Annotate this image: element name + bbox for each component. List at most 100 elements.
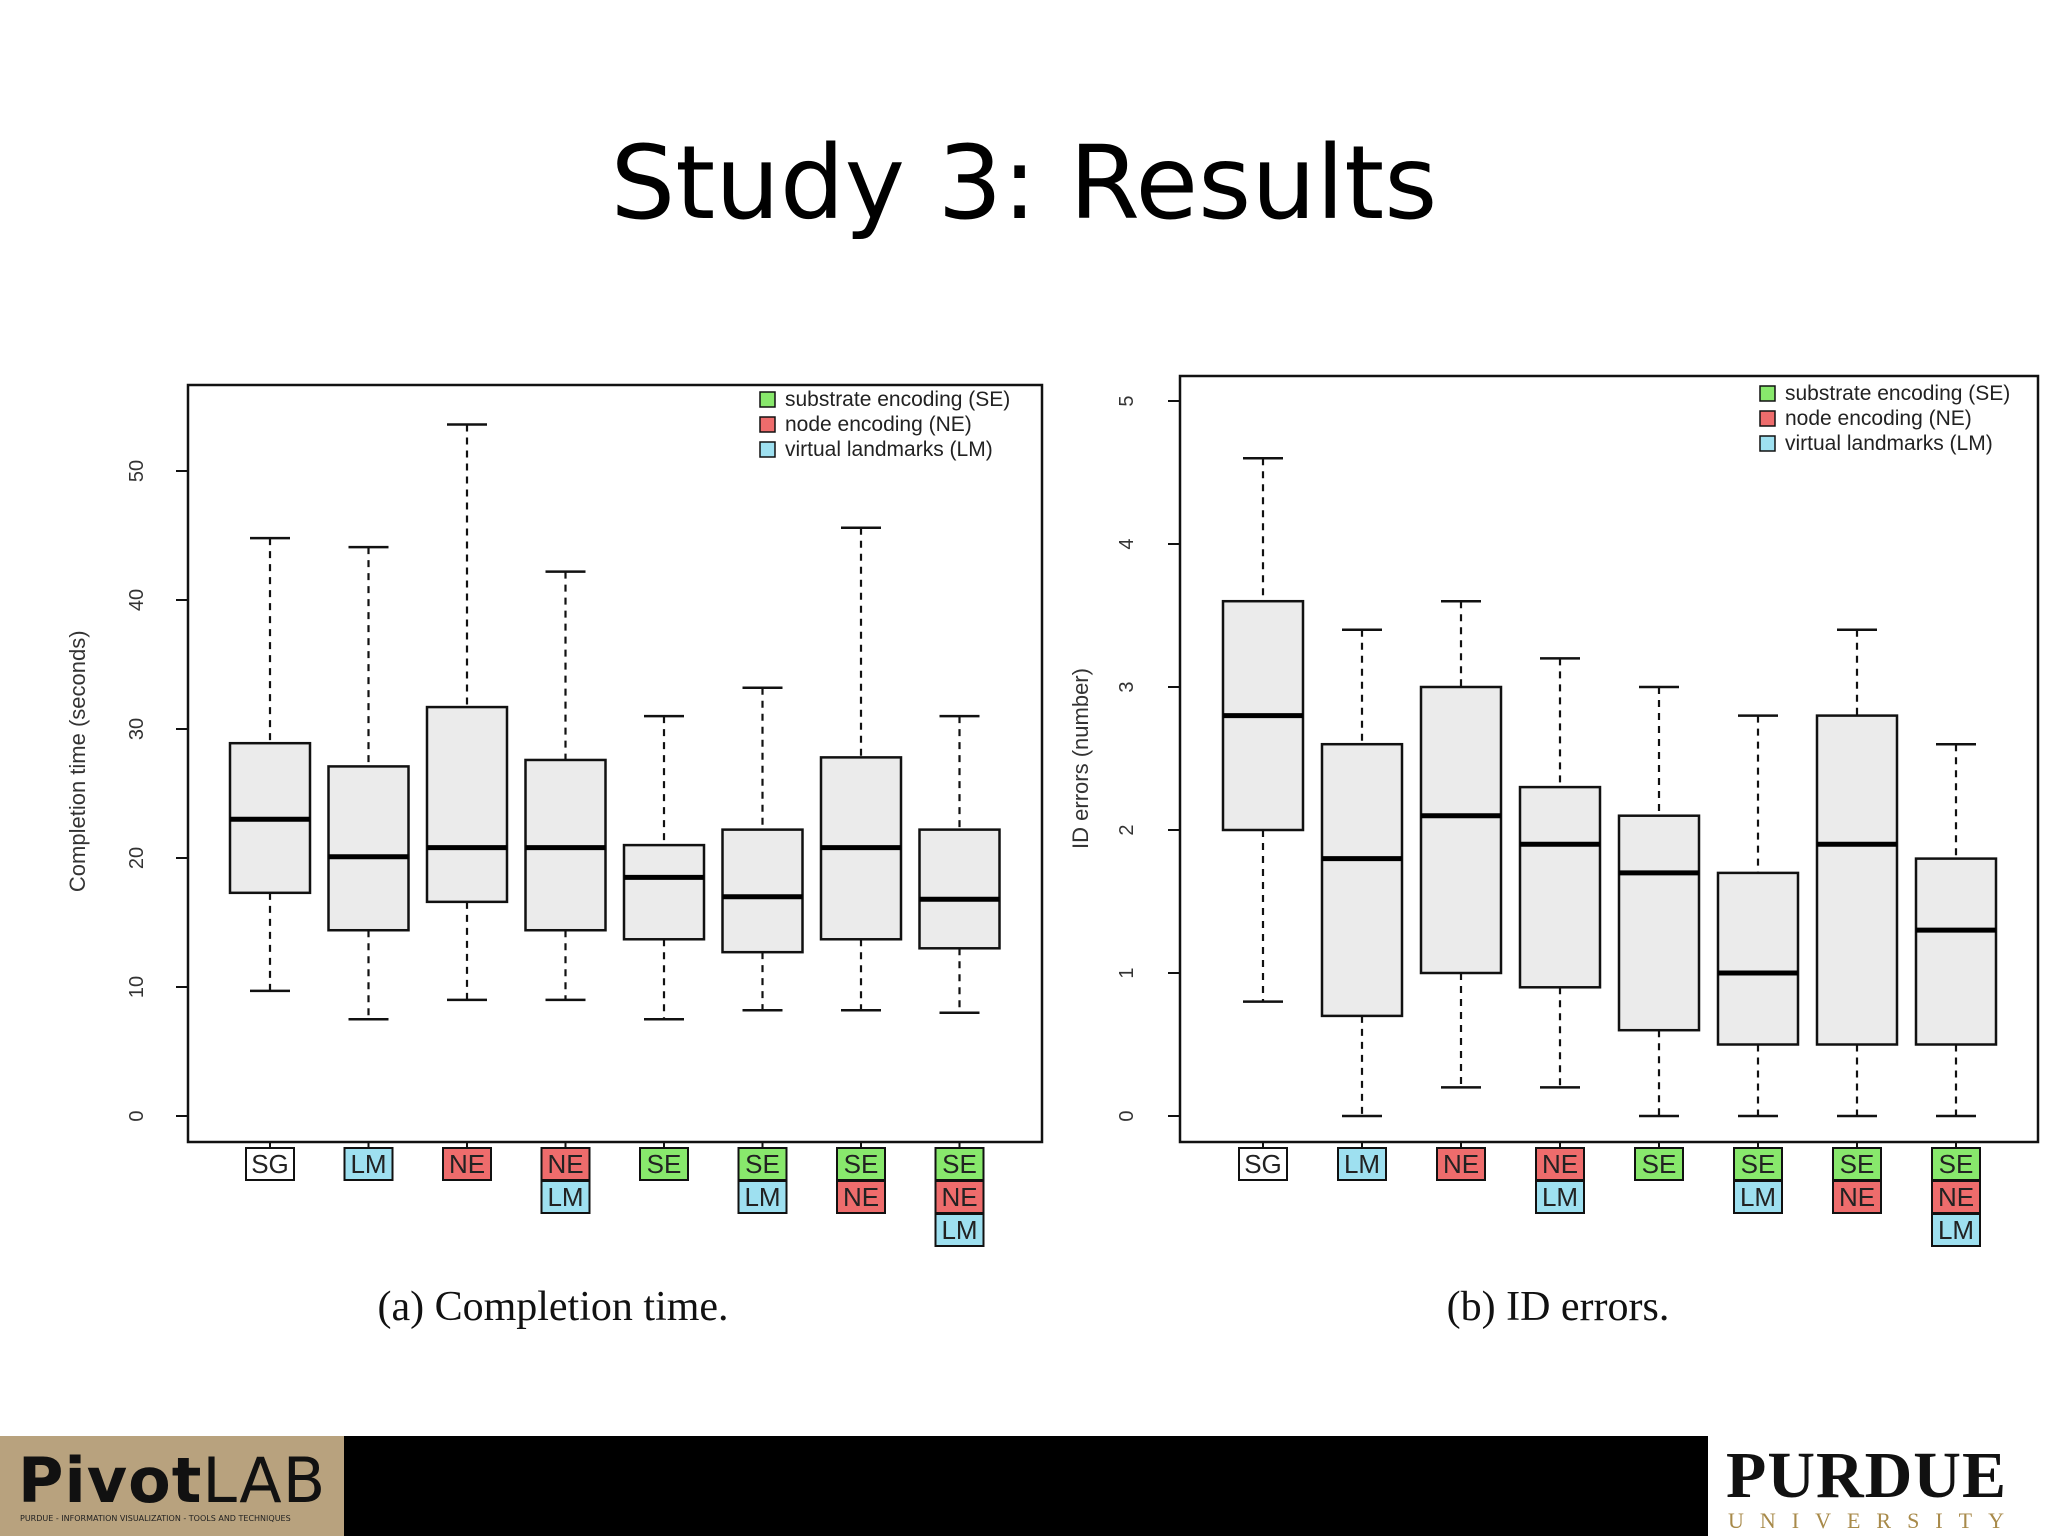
legend-swatch: [759, 441, 776, 458]
category-chip: [1733, 1180, 1783, 1214]
category-chip: [540, 1180, 591, 1214]
purdue-university-text: UNIVERSITY: [1728, 1508, 2020, 1533]
category-label: SE: [647, 1149, 682, 1179]
legend-label: substrate encoding (SE): [1785, 382, 2010, 405]
category-label: LM: [1344, 1149, 1380, 1179]
box-plot: [918, 714, 1001, 1015]
category-chip: [1436, 1147, 1486, 1181]
y-tick-label: 3: [1116, 681, 1138, 692]
pivotlab-logo-text: PivotLAB: [18, 1444, 326, 1517]
category-label: NE: [1839, 1182, 1875, 1212]
category-label: LM: [941, 1215, 977, 1245]
iqr-box: [524, 758, 607, 932]
category-chip: [1337, 1147, 1387, 1181]
y-tick-label: 50: [126, 460, 148, 482]
iqr-box: [1617, 814, 1701, 1032]
category-label: SG: [251, 1149, 289, 1179]
category-label: NE: [449, 1149, 485, 1179]
category-chip: [1535, 1147, 1585, 1181]
category-chip: [245, 1147, 295, 1181]
category-label: LM: [1740, 1182, 1776, 1212]
iqr-box: [425, 705, 509, 904]
y-tick-label: 5: [1116, 395, 1138, 406]
category-label: NE: [1938, 1182, 1974, 1212]
y-tick-label: 30: [126, 718, 148, 740]
box-plot: [819, 526, 903, 1012]
category-label: NE: [843, 1182, 879, 1212]
legend-label: virtual landmarks (LM): [785, 438, 993, 461]
y-tick-label: 40: [126, 589, 148, 611]
iqr-box: [1518, 785, 1602, 989]
slide-title: Study 3: Results: [610, 124, 1438, 243]
category-label: SE: [745, 1149, 780, 1179]
box-plot: [1815, 628, 1899, 1118]
iqr-box: [918, 828, 1001, 950]
category-chip: [1931, 1147, 1981, 1181]
legend-swatch: [1759, 410, 1776, 427]
legend-swatch: [1759, 385, 1776, 402]
box-plot: [721, 686, 804, 1012]
box-plot: [1320, 628, 1404, 1118]
category-chip: [1832, 1180, 1882, 1214]
category-label: LM: [350, 1149, 386, 1179]
box-plot: [1617, 685, 1701, 1118]
category-label: SE: [1642, 1149, 1677, 1179]
box-plot: [1716, 714, 1800, 1118]
iqr-box: [1419, 685, 1503, 975]
category-chip: [442, 1147, 492, 1181]
category-chip: [934, 1213, 985, 1247]
box-plot: [425, 423, 509, 1002]
iqr-box: [1914, 857, 1998, 1046]
iqr-box: [327, 765, 410, 932]
iqr-box: [1815, 714, 1899, 1046]
legend-swatch: [759, 391, 776, 408]
category-chip: [737, 1147, 788, 1181]
box-plot: [1419, 599, 1503, 1089]
category-chip: [639, 1147, 689, 1181]
legend-label: virtual landmarks (LM): [1785, 432, 1993, 455]
y-tick-label: 0: [1116, 1110, 1138, 1121]
category-label: NE: [941, 1182, 977, 1212]
category-label: LM: [744, 1182, 780, 1212]
box-plot: [524, 570, 607, 1002]
category-label: NE: [1443, 1149, 1479, 1179]
y-tick-label: 4: [1116, 538, 1138, 549]
legend-label: node encoding (NE): [1785, 407, 1972, 430]
category-label: SE: [1939, 1149, 1974, 1179]
y-tick-label: 1: [1116, 967, 1138, 978]
legend-swatch: [1759, 435, 1776, 452]
category-chip: [1535, 1180, 1585, 1214]
y-tick-label: 2: [1116, 824, 1138, 835]
y-tick-label: 0: [126, 1110, 148, 1121]
category-label: SE: [844, 1149, 879, 1179]
category-chip: [1931, 1180, 1981, 1214]
category-chip: [343, 1147, 394, 1181]
legend-label: node encoding (NE): [785, 413, 972, 436]
plot-frame: [186, 383, 1044, 1144]
box-plot: [1914, 742, 1998, 1118]
category-label: SE: [1741, 1149, 1776, 1179]
y-axis-title: ID errors (number): [1068, 668, 1093, 849]
category-label: NE: [1542, 1149, 1578, 1179]
iqr-box: [622, 843, 706, 941]
category-label: SE: [942, 1149, 977, 1179]
category-chip: [836, 1180, 886, 1214]
y-tick-label: 20: [126, 847, 148, 869]
category-label: LM: [1938, 1215, 1974, 1245]
category-label: NE: [547, 1149, 583, 1179]
category-label: LM: [547, 1182, 583, 1212]
category-chip: [540, 1147, 591, 1181]
category-label: LM: [1542, 1182, 1578, 1212]
category-chip: [836, 1147, 886, 1181]
completion-time-chart: 0 10 20 30 40 50 Completion time (seconds) SG LM…: [65, 383, 1044, 1330]
iqr-box: [1716, 871, 1800, 1046]
iqr-box: [721, 828, 804, 954]
iqr-box: [1320, 742, 1404, 1018]
category-chip: [1634, 1147, 1684, 1181]
y-tick-label: 10: [126, 976, 148, 998]
purdue-logo: [1708, 1436, 2048, 1536]
box-plot: [1221, 456, 1305, 1003]
purdue-logo-text: PURDUE: [1726, 1439, 2007, 1512]
box-plot: [228, 536, 312, 993]
